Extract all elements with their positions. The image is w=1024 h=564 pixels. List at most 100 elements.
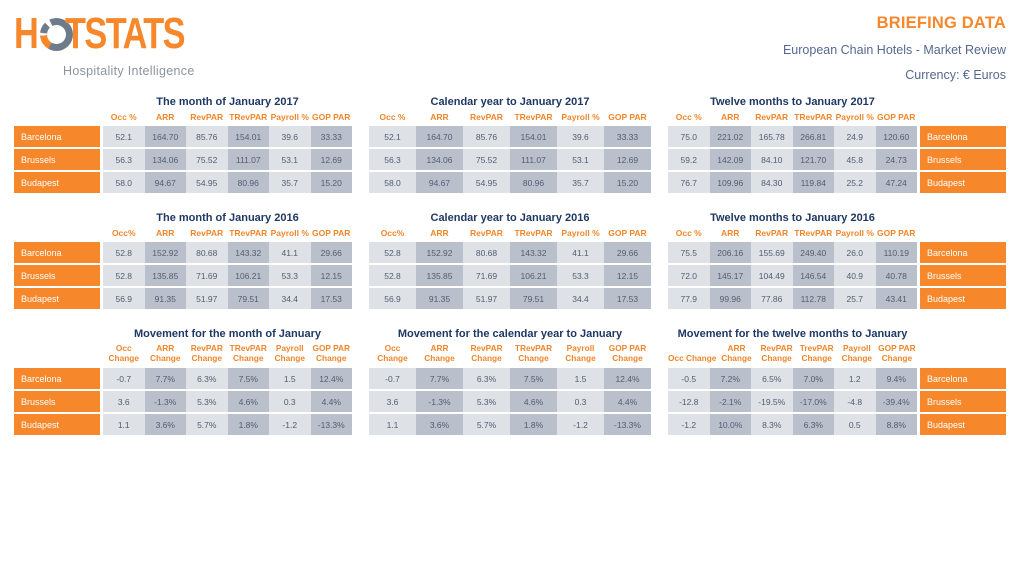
table-row: 76.7 109.96 84.30 119.84 25.2 47.24 Budapest (668, 172, 1006, 194)
table-row: 52.1 164.70 85.76 154.01 39.6 33.33 (369, 126, 651, 148)
column-header: Payroll Change (841, 343, 873, 364)
data-cell: -13.3% (310, 414, 352, 436)
data-cell: 85.76 (186, 126, 228, 148)
data-cell: -1.2 (557, 414, 604, 436)
data-cell: 84.30 (751, 172, 793, 194)
city-label: Brussels (14, 391, 100, 413)
data-cell: 75.5 (668, 242, 710, 264)
table-row: Budapest 1.1 3.6% 5.7% 1.8% -1.2 -13.3% (14, 414, 352, 436)
data-cell: -1.3% (416, 391, 463, 413)
data-cell: 41.1 (557, 242, 604, 264)
data-cell: 5.7% (186, 414, 228, 436)
column-header: TRevPAR (514, 228, 553, 239)
data-cell: 12.4% (310, 368, 352, 390)
data-cell: -39.4% (875, 391, 917, 413)
data-cell: -0.7 (369, 368, 416, 390)
data-cell: 109.96 (709, 172, 751, 194)
data-cell: 146.54 (792, 265, 834, 287)
column-header: Payroll % (835, 112, 874, 122)
data-cell: 0.3 (557, 391, 604, 413)
data-cell: 1.5 (557, 368, 604, 390)
data-cell: 39.6 (269, 126, 311, 148)
table-header-row: Occ % ARR RevPAR TRevPAR Payroll % GOP PAR (668, 112, 1006, 124)
data-cell: 155.69 (751, 242, 793, 264)
logo-wordmark: H TSTATS (14, 8, 217, 60)
city-label: Barcelona (920, 242, 1006, 264)
data-cell: 53.1 (269, 149, 311, 171)
data-cell: 1.5 (269, 368, 311, 390)
data-cell: -4.8 (834, 391, 876, 413)
table-row: -0.7 7.7% 6.3% 7.5% 1.5 12.4% (369, 368, 651, 390)
data-cell: 119.84 (792, 172, 834, 194)
column-header: ARR Change (424, 343, 455, 364)
column-header: ARR (721, 112, 740, 122)
data-cell: 154.01 (510, 126, 557, 148)
data-cell: 52.8 (103, 265, 145, 287)
data-cell: 52.8 (369, 242, 416, 264)
data-cell: -12.8 (668, 391, 710, 413)
table-row: 59.2 142.09 84.10 121.70 45.8 24.73 Brussels (668, 149, 1006, 171)
city-label: Budapest (14, 172, 100, 194)
table-row: 52.8 135.85 71.69 106.21 53.3 12.15 (369, 265, 651, 287)
data-cell: 53.1 (557, 149, 604, 171)
data-cell: 1.2 (834, 368, 876, 390)
column-header: GOP PAR Change (312, 343, 351, 364)
data-cell: 7.2% (709, 368, 751, 390)
data-cell: 12.69 (310, 149, 352, 171)
table-title: Movement for the month of January (133, 328, 322, 341)
data-cell: 111.07 (510, 149, 557, 171)
data-cell: 9.4% (875, 368, 917, 390)
column-header: Occ% (380, 228, 405, 239)
data-cell: 5.7% (463, 414, 510, 436)
data-cell: 1.1 (369, 414, 416, 436)
table-row: Brussels 52.8 135.85 71.69 106.21 53.3 12.15 (14, 265, 352, 287)
data-cell: 91.35 (416, 288, 463, 310)
data-cell: 7.5% (510, 368, 557, 390)
data-cell: 34.4 (269, 288, 311, 310)
data-cell: 77.86 (751, 288, 793, 310)
column-header: RevPAR (190, 228, 224, 239)
column-header: Occ Change (377, 343, 408, 364)
data-cell: -1.2 (269, 414, 311, 436)
city-label: Brussels (920, 149, 1006, 171)
column-header: ARR Change (721, 343, 752, 364)
column-header: GOP PAR Change (878, 343, 916, 364)
column-header: TRevPAR (229, 228, 268, 239)
data-cell: 52.8 (369, 265, 416, 287)
city-label: Budapest (920, 288, 1006, 310)
data-cell: 106.21 (227, 265, 269, 287)
column-header: Payroll % (561, 112, 600, 122)
data-cell: 0.3 (269, 391, 311, 413)
city-label: Barcelona (920, 126, 1006, 148)
table-header-row: Occ % ARR RevPAR TRevPAR Payroll % GOP PAR (14, 112, 352, 124)
column-header: Occ % (675, 228, 702, 239)
data-cell: 6.3% (186, 368, 228, 390)
data-cell: -0.7 (103, 368, 145, 390)
data-cell: 12.15 (310, 265, 352, 287)
table-row: Brussels 56.3 134.06 75.52 111.07 53.1 12.69 (14, 149, 352, 171)
data-cell: 80.68 (463, 242, 510, 264)
data-cell: 112.78 (792, 288, 834, 310)
column-header: GOP PAR (312, 112, 351, 122)
data-cell: 0.5 (834, 414, 876, 436)
data-cell: 165.78 (751, 126, 793, 148)
column-header: RevPAR (755, 228, 789, 239)
column-header: Occ % (110, 112, 137, 122)
data-cell: 94.67 (416, 172, 463, 194)
table-row: 3.6 -1.3% 5.3% 4.6% 0.3 4.4% (369, 391, 651, 413)
data-cell: 8.8% (875, 414, 917, 436)
data-cell: 121.70 (792, 149, 834, 171)
column-header: RevPAR Change (190, 343, 223, 364)
column-header: GOP PAR (312, 228, 351, 239)
data-cell: 12.15 (604, 265, 651, 287)
column-header: ARR (430, 228, 449, 239)
data-cell: 249.40 (792, 242, 834, 264)
data-cell: 1.1 (103, 414, 145, 436)
column-header: Payroll % (270, 228, 309, 239)
data-cell: 56.9 (103, 288, 145, 310)
report-title: BRIEFING DATA (876, 14, 1006, 32)
data-cell: 53.3 (269, 265, 311, 287)
city-label: Brussels (14, 265, 100, 287)
column-header: TRevPAR (794, 228, 833, 239)
table-row: 56.3 134.06 75.52 111.07 53.1 12.69 (369, 149, 651, 171)
